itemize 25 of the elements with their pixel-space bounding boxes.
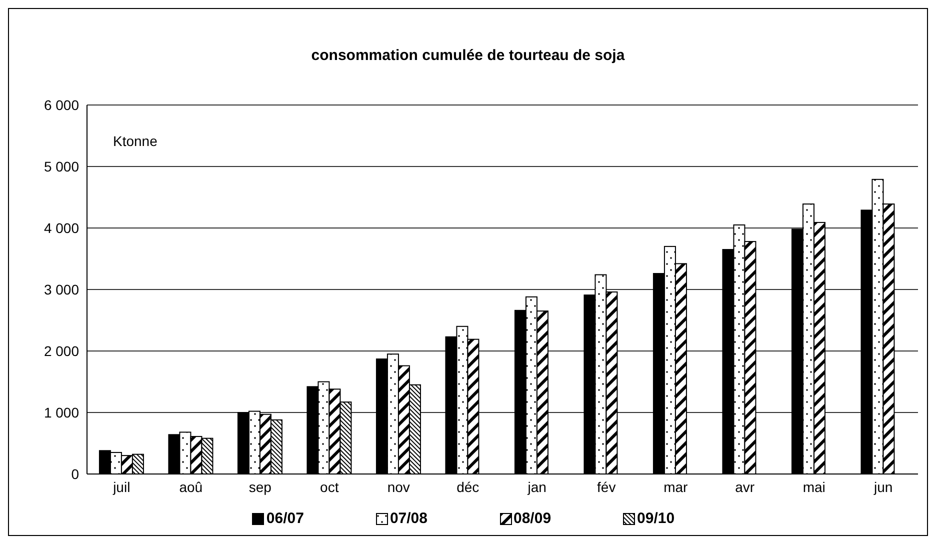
x-tick-label: mai xyxy=(802,478,826,495)
y-tick-label: 5 000 xyxy=(44,158,80,174)
x-tick-label: sep xyxy=(248,478,272,495)
y-tick-label: 3 000 xyxy=(44,281,80,298)
x-tick-label: juil xyxy=(112,478,130,495)
y-tick-label: 6 000 xyxy=(44,96,80,113)
x-tick-label: fév xyxy=(597,478,616,495)
y-tick-label: 4 000 xyxy=(44,220,80,236)
y-tick-label: 1 000 xyxy=(44,404,80,420)
legend-label: 07/08 xyxy=(390,510,428,527)
x-tick-label: mar xyxy=(664,478,688,495)
x-tick-label: nov xyxy=(387,478,410,495)
legend-label: 06/07 xyxy=(266,510,304,527)
y-tick-label: 2 000 xyxy=(44,342,80,359)
x-tick-label: oct xyxy=(320,478,339,495)
x-tick-label: déc xyxy=(456,478,480,495)
x-tick-label: jan xyxy=(526,478,546,495)
legend-label: 09/10 xyxy=(637,510,675,527)
x-tick-label: aoû xyxy=(179,478,203,495)
x-tick-label: jun xyxy=(873,478,893,495)
y-tick-label: 0 xyxy=(71,466,80,482)
chart-title: consommation cumulée de tourteau de soja xyxy=(310,47,626,64)
annotation: Ktonne xyxy=(113,133,158,149)
legend-label: 08/09 xyxy=(514,510,552,527)
x-tick-label: avr xyxy=(735,478,755,495)
